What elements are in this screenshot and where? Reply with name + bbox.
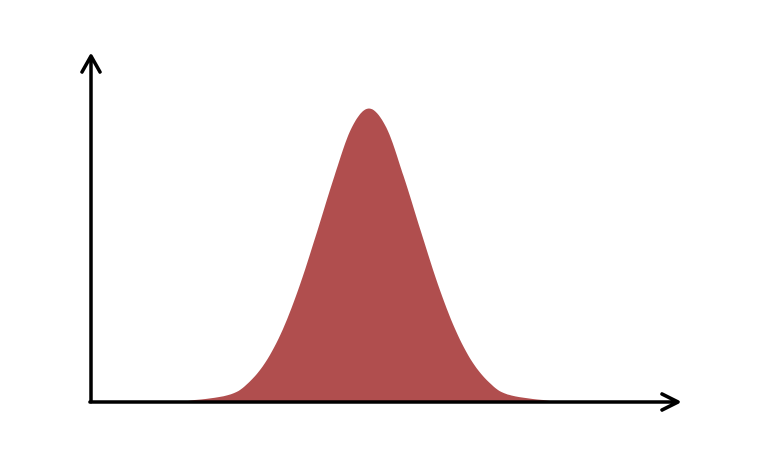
x-axis-arrowhead <box>660 392 680 412</box>
distribution-area <box>93 108 645 402</box>
y-axis-arrowhead <box>80 54 102 74</box>
